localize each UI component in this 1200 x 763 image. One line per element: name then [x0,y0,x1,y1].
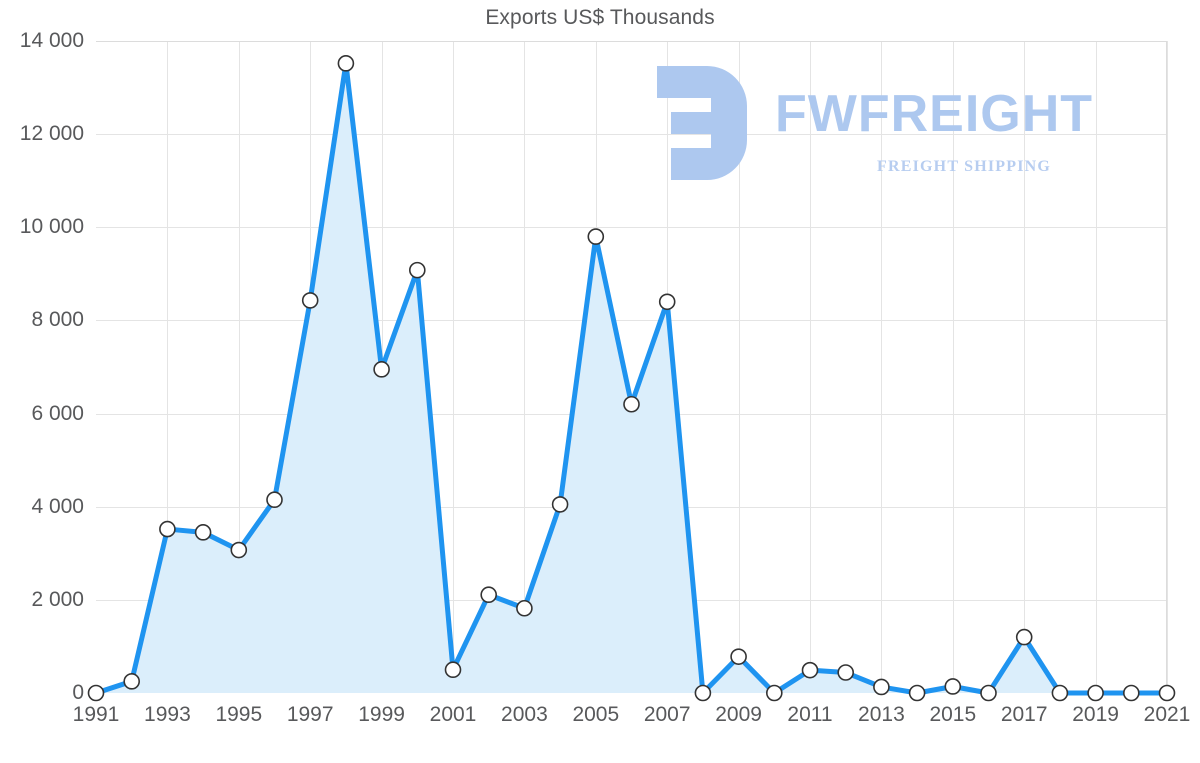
series-exports [87,55,1176,702]
x-tick-label: 2021 [1143,703,1191,726]
data-point-marker[interactable] [194,524,212,541]
data-point-marker[interactable] [516,599,533,617]
data-point-marker[interactable] [658,293,676,311]
data-point-marker[interactable] [230,541,248,559]
x-tick-label: 1995 [215,703,263,726]
data-point-marker[interactable] [1158,684,1176,702]
data-point-marker[interactable] [123,673,141,690]
y-tick-label: 6 000 [31,401,84,425]
data-point-marker[interactable] [1087,684,1104,702]
chart-title: Exports US$ Thousands [485,6,715,29]
y-tick-label: 14 000 [19,29,84,52]
data-point-marker[interactable] [730,648,747,665]
data-point-marker[interactable] [480,586,498,604]
x-tick-label: 2007 [643,703,691,726]
x-tick-label: 2013 [858,703,905,726]
data-point-marker[interactable] [765,684,783,702]
data-point-marker[interactable] [801,661,819,679]
data-point-marker[interactable] [873,678,890,696]
data-point-marker[interactable] [694,684,712,702]
data-point-marker[interactable] [408,261,426,279]
data-point-marker[interactable] [551,496,569,513]
x-tick-label: 2005 [572,703,620,726]
data-point-marker[interactable] [908,684,926,702]
y-tick-label: 8 000 [31,308,84,332]
data-point-marker[interactable] [266,491,283,509]
data-point-marker[interactable] [1051,684,1069,702]
y-tick-label: 10 000 [19,215,84,239]
gridline-v [1167,41,1168,693]
data-point-marker[interactable] [1123,684,1140,702]
data-point-marker[interactable] [444,661,462,679]
y-tick-label: 12 000 [19,122,84,146]
y-tick-label: 0 [72,681,84,704]
data-point-marker[interactable] [587,228,605,245]
x-tick-label: 2015 [929,703,977,726]
x-tick-label: 2001 [429,703,477,726]
data-point-marker[interactable] [87,684,105,702]
data-point-marker[interactable] [337,55,355,72]
data-point-marker[interactable] [159,520,176,538]
data-point-marker[interactable] [623,395,640,413]
y-tick-label: 4 000 [31,494,84,518]
x-tick-label: 2017 [1000,703,1048,726]
x-tick-label: 2011 [787,703,833,726]
x-tick-label: 1993 [144,703,191,726]
data-point-marker[interactable] [1015,628,1033,646]
plot-area [87,41,1176,702]
x-tick-label: 2019 [1072,703,1119,726]
x-tick-label: 1991 [72,703,120,726]
data-point-marker[interactable] [373,361,390,378]
data-point-marker[interactable] [837,664,855,681]
data-point-marker[interactable] [980,684,997,702]
x-tick-label: 2003 [501,703,548,726]
y-tick-label: 2 000 [31,587,84,611]
series-markers [87,55,1176,702]
x-tick-label: 2009 [715,703,762,726]
data-point-marker[interactable] [301,292,319,309]
data-point-marker[interactable] [944,678,962,695]
x-tick-label: 1999 [358,703,405,726]
series-area-fill [96,63,1167,694]
x-tick-label: 1997 [286,703,334,726]
